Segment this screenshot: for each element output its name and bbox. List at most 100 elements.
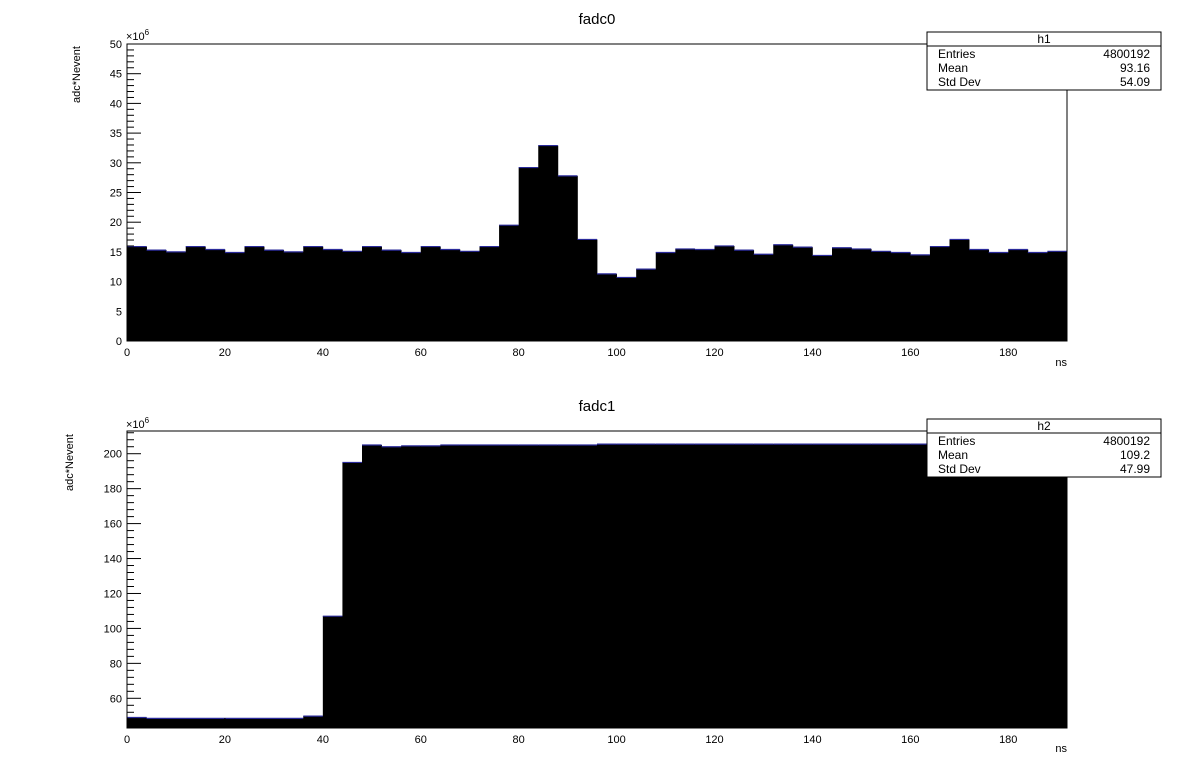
x-tick-label: 140 xyxy=(803,347,821,359)
histogram-bar xyxy=(166,251,187,341)
stats-entries-label: Entries xyxy=(938,47,975,61)
x-tick-label: 160 xyxy=(901,347,919,359)
y-tick-label: 160 xyxy=(104,519,122,531)
y-axis: 60 80 100 120 140 160 180 200 xyxy=(104,432,141,727)
histogram-bar xyxy=(851,444,872,728)
histogram-bar xyxy=(1047,444,1068,728)
histogram-bar xyxy=(224,252,245,341)
histogram-bar xyxy=(949,444,970,728)
histogram-bar xyxy=(342,251,363,341)
histogram-bar xyxy=(910,444,931,728)
histogram-bar xyxy=(440,444,461,728)
histogram-bar xyxy=(420,445,441,728)
x-tick-label: 180 xyxy=(999,347,1017,359)
histogram-bar xyxy=(969,249,990,341)
y-tick-label: 5 xyxy=(116,306,122,318)
histogram-bar xyxy=(166,718,187,728)
histogram-bar xyxy=(714,444,735,728)
y-tick-label: 50 xyxy=(110,39,122,51)
histogram-bar xyxy=(303,716,324,728)
histogram-bar xyxy=(342,462,363,728)
histogram-bar xyxy=(146,250,167,341)
histogram-bar xyxy=(910,254,931,341)
x-tick-label: 180 xyxy=(999,734,1017,746)
x-axis: 0 20 40 60 80 100 120 140 160 180 xyxy=(124,331,1068,359)
histogram-bar xyxy=(401,252,422,341)
histogram-bar xyxy=(675,444,696,728)
y-axis-label: adc*Nevent xyxy=(64,434,76,491)
stats-stddev-label: Std Dev xyxy=(938,75,981,89)
histogram-bar xyxy=(420,246,441,341)
bars-group xyxy=(127,144,1068,341)
chart-title: fadc1 xyxy=(579,398,616,415)
histogram-bar xyxy=(381,446,402,728)
histogram-bar xyxy=(969,444,990,728)
histogram-bar xyxy=(597,444,617,728)
histogram-bar xyxy=(322,249,343,341)
x-axis-label: ns xyxy=(1055,357,1067,369)
stats-box-frame xyxy=(926,31,1162,91)
y-tick-label: 200 xyxy=(104,449,122,461)
histogram-bar xyxy=(949,239,970,341)
y-tick-label: 40 xyxy=(110,98,122,110)
stats-entries-value: 4800192 xyxy=(1103,434,1150,448)
histogram-bar xyxy=(1008,249,1029,341)
x-tick-label: 100 xyxy=(607,347,625,359)
histogram-bar xyxy=(264,718,285,728)
chart-title: fadc0 xyxy=(579,11,616,28)
y-tick-label: 120 xyxy=(104,588,122,600)
histogram-bar xyxy=(185,718,206,728)
histogram-bar xyxy=(1027,252,1048,341)
histogram-bar xyxy=(381,250,402,341)
y-tick-label: 35 xyxy=(110,128,122,140)
histogram-bar xyxy=(636,444,657,728)
histogram-bar xyxy=(812,255,833,341)
x-tick-label: 80 xyxy=(513,347,525,359)
x-axis: 0 20 40 60 80 100 120 140 160 180 xyxy=(124,718,1068,746)
stats-box-name: h1 xyxy=(1037,32,1051,46)
histogram-bar xyxy=(1008,444,1029,728)
histogram-bar xyxy=(479,444,500,728)
histogram-bar xyxy=(322,616,343,728)
histogram-bar xyxy=(244,718,265,728)
histogram-bar xyxy=(185,246,206,341)
histogram-bar xyxy=(538,444,559,728)
stats-box-frame xyxy=(926,418,1162,478)
x-tick-label: 120 xyxy=(705,347,723,359)
histogram-bar xyxy=(205,718,226,728)
y-tick-label: 100 xyxy=(104,623,122,635)
histogram-bar xyxy=(655,252,676,341)
y-exponent-label: ×106 xyxy=(126,28,150,43)
x-tick-label: 120 xyxy=(705,734,723,746)
histogram-bar xyxy=(988,444,1009,728)
y-tick-label: 30 xyxy=(110,158,122,170)
histogram-bar xyxy=(283,251,304,341)
stats-entries-value: 4800192 xyxy=(1103,47,1150,61)
histogram-bar xyxy=(734,250,755,341)
histogram-bar xyxy=(792,247,813,341)
y-tick-label: 15 xyxy=(110,247,122,259)
histogram-bar xyxy=(636,269,657,341)
histogram-bar xyxy=(812,444,833,728)
y-tick-label: 60 xyxy=(110,693,122,705)
histogram-bar xyxy=(518,444,539,728)
histogram-bar xyxy=(655,444,676,728)
x-tick-label: 140 xyxy=(803,734,821,746)
x-tick-label: 80 xyxy=(513,734,525,746)
y-tick-label: 140 xyxy=(104,554,122,566)
histogram-bar xyxy=(871,251,892,341)
histogram-bar xyxy=(244,246,265,341)
histogram-bar xyxy=(283,718,304,728)
histogram-bar xyxy=(362,246,382,341)
histogram-bar xyxy=(557,444,578,728)
stats-stddev-value: 47.99 xyxy=(1120,462,1150,476)
y-tick-label: 45 xyxy=(110,69,122,81)
histogram-bar xyxy=(577,444,598,728)
x-tick-label: 20 xyxy=(219,734,231,746)
histogram-panel-fadc0: fadc0 0 5 10 15 20 25 30 35 40 45 50 0 20 40 60 80 100 1… xyxy=(71,11,1162,369)
histogram-bar xyxy=(205,249,226,341)
histogram-bar xyxy=(401,445,422,728)
x-tick-label: 40 xyxy=(317,347,329,359)
x-axis-label: ns xyxy=(1055,743,1067,755)
